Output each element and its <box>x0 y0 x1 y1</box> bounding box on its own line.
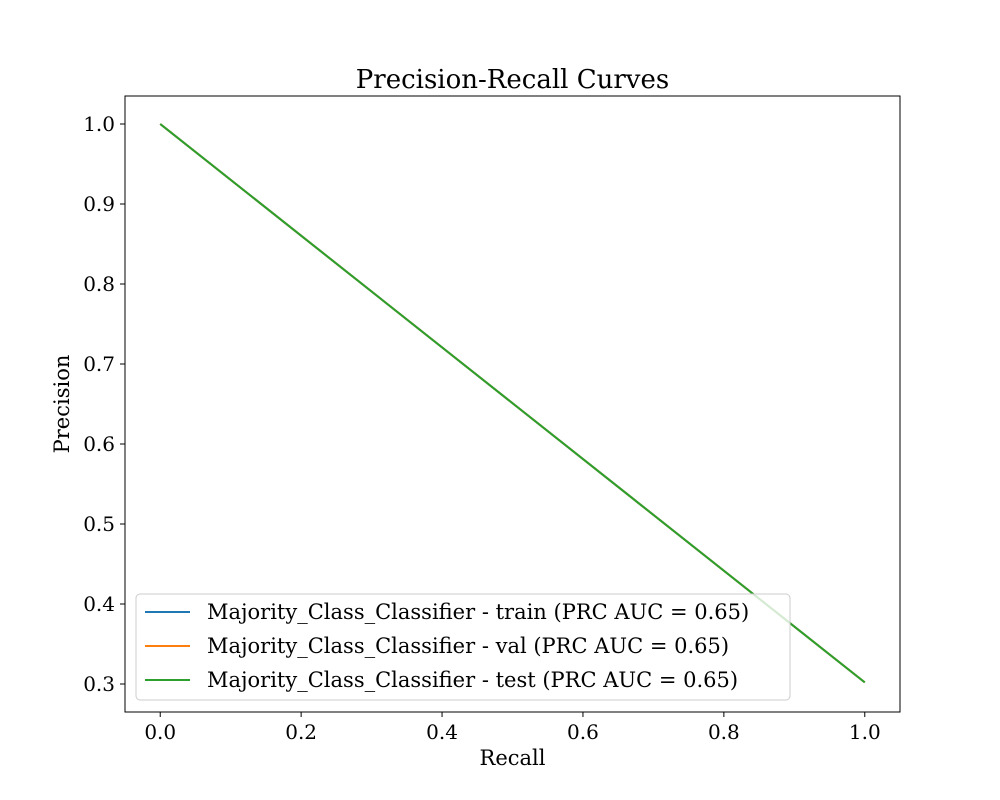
x-tick-label: 0.0 <box>144 720 176 744</box>
x-tick-label: 0.4 <box>426 720 458 744</box>
chart-title: Precision-Recall Curves <box>356 65 669 95</box>
y-tick-label: 0.6 <box>83 432 115 456</box>
legend: Majority_Class_Classifier - train (PRC A… <box>135 593 791 701</box>
y-tick-label: 0.9 <box>83 192 115 216</box>
y-tick-label: 0.5 <box>83 512 115 536</box>
legend-label-1: Majority_Class_Classifier - val (PRC AUC… <box>207 634 729 658</box>
legend-label-0: Majority_Class_Classifier - train (PRC A… <box>207 600 749 624</box>
y-tick-label: 0.3 <box>83 672 115 696</box>
y-tick-label: 0.7 <box>83 352 115 376</box>
y-tick-label: 0.4 <box>83 592 115 616</box>
legend-box <box>135 593 791 701</box>
y-axis-label: Precision <box>50 355 74 454</box>
x-axis-label: Recall <box>480 746 546 770</box>
x-tick-label: 0.6 <box>567 720 599 744</box>
x-tick-label: 1.0 <box>849 720 881 744</box>
plot-frame <box>124 95 901 713</box>
y-tick-label: 0.8 <box>83 272 115 296</box>
legend-label-2: Majority_Class_Classifier - test (PRC AU… <box>207 668 738 692</box>
legend-items: Majority_Class_Classifier - train (PRC A… <box>145 600 749 692</box>
y-axis-ticks: 0.3 0.4 0.5 0.6 0.7 0.8 0.9 1.0 <box>83 112 125 696</box>
x-axis-ticks: 0.0 0.2 0.4 0.6 0.8 1.0 <box>144 712 881 744</box>
series-line-2 <box>159 123 866 684</box>
x-tick-label: 0.8 <box>708 720 740 744</box>
series-layer <box>159 123 866 684</box>
x-tick-label: 0.2 <box>285 720 317 744</box>
y-tick-label: 1.0 <box>83 112 115 136</box>
